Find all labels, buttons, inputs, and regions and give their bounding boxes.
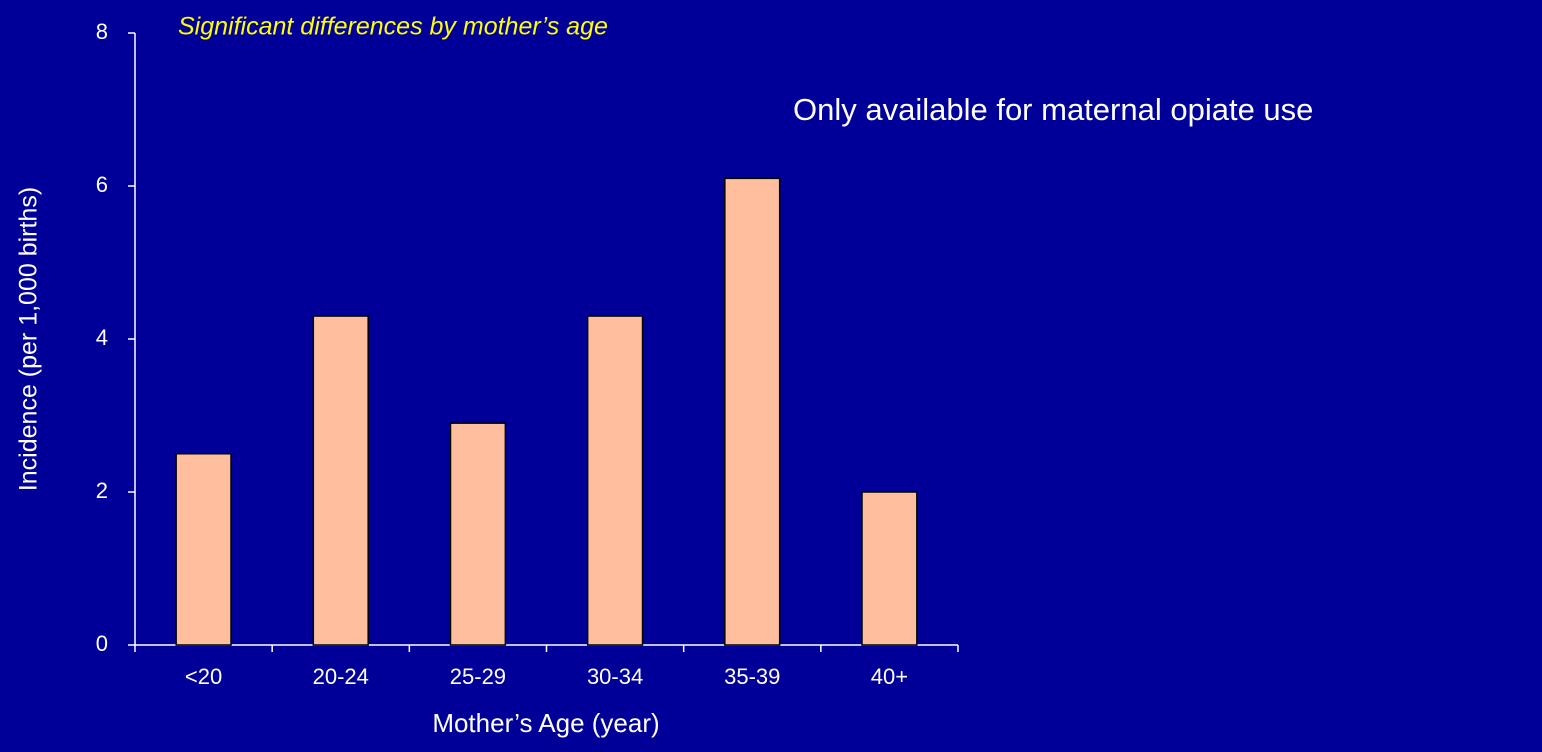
x-tick-label: 25-29 (450, 664, 506, 689)
bar (724, 177, 781, 646)
bar (449, 422, 507, 646)
chart-title: Significant differences by mother’s age (178, 13, 608, 41)
annotation: Only available for maternal opiate use (793, 92, 1313, 127)
y-axis-label: Incidence (per 1,000 births) (15, 187, 43, 491)
x-tick-label: 20-24 (313, 664, 369, 689)
y-tick-label: 0 (96, 631, 108, 656)
x-axis-label: Mother’s Age (year) (432, 708, 659, 738)
bar (175, 453, 232, 646)
x-tick-label: 35-39 (724, 664, 780, 689)
y-tick-label: 8 (96, 19, 108, 44)
bar (312, 315, 369, 646)
y-tick-label: 4 (96, 325, 108, 350)
x-tick-label: 40+ (871, 664, 908, 689)
x-tick-label: <20 (185, 664, 222, 689)
y-tick-label: 2 (96, 478, 108, 503)
bar (861, 491, 918, 646)
y-tick-label: 6 (96, 172, 108, 197)
x-tick-label: 30-34 (587, 664, 643, 689)
bar (586, 315, 644, 646)
